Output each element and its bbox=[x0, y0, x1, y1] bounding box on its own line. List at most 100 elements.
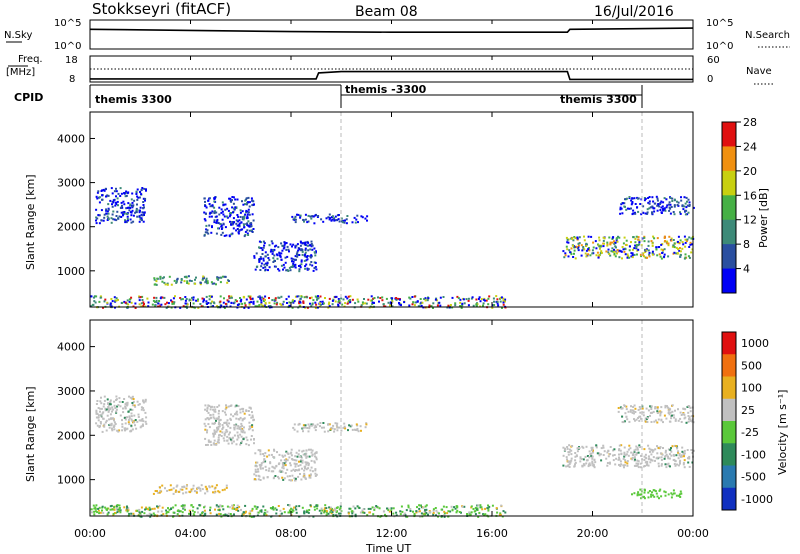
data-pixel-0 bbox=[115, 187, 117, 190]
data-pixel-5 bbox=[588, 463, 590, 466]
power-colorbar-label: Power [dB] bbox=[757, 188, 770, 248]
data-pixel-2 bbox=[206, 231, 209, 234]
data-pixel-3 bbox=[281, 466, 284, 469]
data-pixel-4 bbox=[293, 428, 296, 431]
data-pixel-3 bbox=[315, 473, 318, 476]
data-pixel-5 bbox=[655, 248, 658, 251]
data-pixel-3 bbox=[264, 268, 267, 271]
data-pixel-7 bbox=[220, 304, 223, 307]
data-pixel-5 bbox=[603, 450, 606, 453]
data-pixel-2 bbox=[239, 411, 242, 414]
data-pixel-3 bbox=[253, 255, 256, 258]
data-pixel-8 bbox=[203, 509, 206, 512]
data-pixel-0 bbox=[108, 404, 111, 407]
data-pixel-7 bbox=[274, 297, 277, 300]
data-pixel-8 bbox=[219, 513, 222, 516]
data-pixel-8 bbox=[97, 509, 100, 512]
data-pixel-4 bbox=[359, 425, 362, 428]
data-pixel-5 bbox=[633, 247, 636, 250]
data-pixel-0 bbox=[99, 410, 101, 413]
data-pixel-5 bbox=[658, 456, 661, 459]
data-pixel-3 bbox=[263, 263, 266, 266]
data-pixel-2 bbox=[224, 411, 226, 414]
data-pixel-3 bbox=[281, 470, 284, 473]
data-pixel-0 bbox=[101, 194, 104, 197]
data-pixel-0 bbox=[130, 397, 133, 400]
data-pixel-8 bbox=[271, 507, 274, 510]
data-pixel-4 bbox=[356, 214, 359, 217]
data-pixel-7 bbox=[424, 299, 427, 302]
data-pixel-8 bbox=[316, 507, 319, 510]
data-pixel-2 bbox=[236, 431, 239, 434]
data-pixel-0 bbox=[98, 222, 101, 225]
data-pixel-6 bbox=[649, 206, 652, 209]
data-pixel-5 bbox=[599, 453, 602, 456]
data-pixel-7 bbox=[456, 295, 459, 298]
data-pixel-6 bbox=[651, 196, 654, 199]
freq-left-label-2: [MHz] bbox=[6, 67, 35, 78]
data-pixel-0 bbox=[132, 214, 135, 217]
data-pixel-7 bbox=[408, 296, 411, 299]
data-pixel-5 bbox=[616, 252, 618, 255]
data-pixel-8 bbox=[251, 507, 254, 510]
data-pixel-6 bbox=[639, 407, 642, 410]
data-pixel-5 bbox=[678, 461, 681, 464]
data-pixel-4 bbox=[345, 222, 348, 225]
data-pixel-5 bbox=[631, 456, 634, 459]
data-pixel-0 bbox=[96, 191, 99, 194]
data-pixel-2 bbox=[206, 417, 209, 420]
data-pixel-7 bbox=[417, 305, 420, 308]
data-pixel-5 bbox=[652, 449, 655, 452]
data-pixel-5 bbox=[643, 455, 646, 458]
data-pixel-7 bbox=[637, 491, 640, 494]
data-pixel-6 bbox=[687, 420, 690, 423]
data-pixel-5 bbox=[581, 445, 584, 448]
data-pixel-2 bbox=[218, 206, 221, 209]
date-title: 16/Jul/2016 bbox=[594, 4, 674, 20]
data-pixel-6 bbox=[623, 420, 626, 423]
data-pixel-1 bbox=[163, 281, 166, 284]
data-pixel-3 bbox=[259, 467, 262, 470]
data-pixel-5 bbox=[603, 242, 605, 245]
data-pixel-8 bbox=[401, 510, 404, 513]
data-pixel-5 bbox=[679, 459, 682, 462]
data-pixel-5 bbox=[588, 462, 591, 465]
data-pixel-7 bbox=[302, 300, 305, 303]
data-pixel-0 bbox=[117, 404, 120, 407]
data-pixel-0 bbox=[141, 418, 144, 420]
data-pixel-1 bbox=[205, 279, 208, 281]
data-pixel-3 bbox=[304, 265, 307, 268]
data-pixel-3 bbox=[273, 448, 275, 451]
data-pixel-6 bbox=[643, 199, 646, 202]
data-pixel-0 bbox=[104, 421, 107, 424]
data-pixel-3 bbox=[307, 268, 310, 270]
data-pixel-3 bbox=[303, 469, 306, 472]
data-pixel-2 bbox=[250, 438, 252, 441]
data-pixel-3 bbox=[309, 263, 312, 266]
data-pixel-5 bbox=[656, 456, 659, 459]
data-pixel-6 bbox=[646, 417, 649, 420]
data-pixel-3 bbox=[308, 474, 311, 477]
data-pixel-7 bbox=[174, 295, 176, 298]
data-pixel-1 bbox=[161, 484, 164, 487]
data-pixel-3 bbox=[286, 255, 289, 258]
data-pixel-8 bbox=[384, 513, 386, 516]
data-pixel-8 bbox=[290, 507, 293, 510]
data-pixel-3 bbox=[314, 475, 317, 477]
colorbar-swatch bbox=[722, 465, 736, 489]
data-pixel-3 bbox=[277, 475, 279, 478]
data-pixel-2 bbox=[229, 438, 232, 441]
data-pixel-7 bbox=[356, 298, 359, 301]
data-pixel-8 bbox=[428, 511, 431, 514]
data-pixel-7 bbox=[111, 300, 114, 303]
data-pixel-1 bbox=[188, 490, 191, 493]
data-pixel-2 bbox=[232, 221, 235, 224]
data-pixel-8 bbox=[424, 505, 427, 508]
data-pixel-7 bbox=[331, 299, 334, 302]
data-pixel-3 bbox=[295, 253, 298, 256]
data-pixel-8 bbox=[474, 513, 477, 516]
data-pixel-7 bbox=[459, 305, 462, 307]
data-pixel-8 bbox=[167, 511, 170, 514]
data-pixel-8 bbox=[262, 505, 265, 508]
data-pixel-3 bbox=[305, 263, 308, 266]
